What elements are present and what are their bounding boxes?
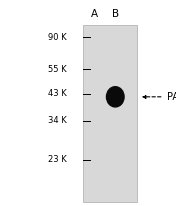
Ellipse shape	[106, 87, 124, 107]
Text: 43 K: 43 K	[48, 89, 67, 98]
Text: PAR4: PAR4	[167, 92, 176, 102]
Text: 23 K: 23 K	[48, 155, 67, 164]
Text: 55 K: 55 K	[48, 64, 67, 74]
Bar	[83, 25, 137, 202]
Text: 90 K: 90 K	[48, 33, 67, 42]
Text: 34 K: 34 K	[48, 116, 67, 125]
Text: B: B	[112, 9, 119, 19]
Text: A: A	[91, 9, 98, 19]
